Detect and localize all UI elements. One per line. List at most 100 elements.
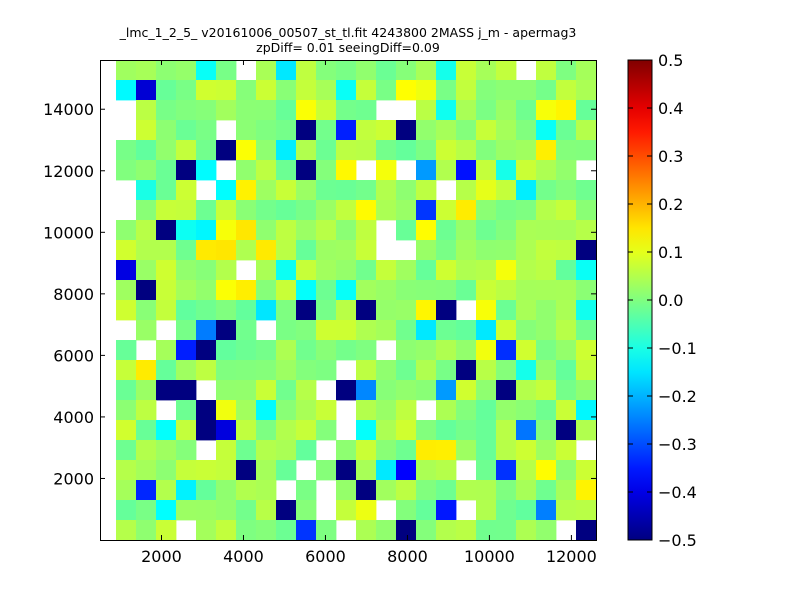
heatmap-cell <box>216 60 237 81</box>
heatmap-cell <box>556 400 577 421</box>
heatmap-cell <box>216 80 237 101</box>
heatmap-cell <box>236 180 257 201</box>
heatmap-cell <box>396 280 417 301</box>
heatmap-cell <box>476 360 497 381</box>
heatmap-cell <box>116 380 137 401</box>
heatmap-cell <box>276 380 297 401</box>
heatmap-cell <box>196 240 217 261</box>
heatmap-cell <box>396 140 417 161</box>
heatmap-cell <box>496 420 517 441</box>
heatmap-cell <box>136 240 157 261</box>
heatmap-cell <box>376 460 397 481</box>
heatmap-cell <box>356 80 377 101</box>
heatmap-cell <box>236 200 257 221</box>
plot-frame <box>100 60 597 541</box>
heatmap-cell <box>516 380 537 401</box>
heatmap-cell <box>256 200 277 221</box>
heatmap-cell <box>316 300 337 321</box>
heatmap-cell <box>376 280 397 301</box>
heatmap-cell <box>216 220 237 241</box>
heatmap-cell <box>496 140 517 161</box>
heatmap-cell <box>136 480 157 501</box>
heatmap-cell <box>436 100 457 121</box>
heatmap-cell <box>176 240 197 261</box>
heatmap-cell <box>456 520 477 541</box>
heatmap-cell <box>336 340 357 361</box>
heatmap-cell <box>136 140 157 161</box>
heatmap-cell <box>276 100 297 121</box>
heatmap-cell <box>116 520 137 541</box>
heatmap-cell <box>176 60 197 81</box>
heatmap-cell <box>556 120 577 141</box>
y-tick-label: 6000 <box>53 346 94 365</box>
heatmap-cell <box>256 400 277 421</box>
heatmap-cell <box>436 60 457 81</box>
heatmap-cell <box>316 340 337 361</box>
heatmap-cell <box>216 280 237 301</box>
y-tick-label: 14000 <box>43 100 94 119</box>
heatmap-cell <box>416 280 437 301</box>
heatmap-cell <box>216 100 237 121</box>
x-tick-label: 4000 <box>223 547 264 566</box>
heatmap-cell <box>436 120 457 141</box>
heatmap-cell <box>116 280 137 301</box>
heatmap-cell <box>356 360 377 381</box>
x-tick-label: 8000 <box>387 547 428 566</box>
heatmap-cell <box>156 140 177 161</box>
heatmap-cell <box>496 220 517 241</box>
heatmap-cell <box>256 460 277 481</box>
heatmap-cell <box>456 240 477 261</box>
heatmap-cell <box>376 160 397 181</box>
y-tick-label: 12000 <box>43 162 94 181</box>
heatmap-cell <box>196 200 217 221</box>
heatmap-cell <box>356 100 377 121</box>
heatmap-cell <box>376 520 397 541</box>
heatmap-cell <box>496 520 517 541</box>
heatmap-cell <box>476 200 497 221</box>
heatmap-cell <box>256 360 277 381</box>
heatmap-cell <box>156 500 177 521</box>
heatmap-cell <box>516 400 537 421</box>
heatmap-cell <box>356 180 377 201</box>
heatmap-cell <box>576 260 597 281</box>
heatmap-cell <box>356 260 377 281</box>
heatmap-cell <box>516 460 537 481</box>
heatmap-cell <box>136 200 157 221</box>
heatmap-cell <box>276 420 297 441</box>
heatmap-cell <box>156 100 177 121</box>
heatmap-cell <box>376 400 397 421</box>
y-tick-label: 4000 <box>53 408 94 427</box>
heatmap-cell <box>536 220 557 241</box>
heatmap-cell <box>136 120 157 141</box>
heatmap-cell <box>216 140 237 161</box>
heatmap-cell <box>476 220 497 241</box>
heatmap-cell <box>116 340 137 361</box>
heatmap-cell <box>136 500 157 521</box>
heatmap-cell <box>156 460 177 481</box>
heatmap-cell <box>456 160 477 181</box>
heatmap-cell <box>516 320 537 341</box>
heatmap-cell <box>196 500 217 521</box>
heatmap-cell <box>156 300 177 321</box>
heatmap-cell <box>416 140 437 161</box>
heatmap-cell <box>476 60 497 81</box>
heatmap-cell <box>556 220 577 241</box>
heatmap-cell <box>116 260 137 281</box>
heatmap-cell <box>476 460 497 481</box>
heatmap-cell <box>136 420 157 441</box>
heatmap-cell <box>456 140 477 161</box>
heatmap-cell <box>416 60 437 81</box>
heatmap-cell <box>476 340 497 361</box>
heatmap-cell <box>176 500 197 521</box>
heatmap-cell <box>396 120 417 141</box>
heatmap-cell <box>556 100 577 121</box>
colorbar-tick-label: 0.5 <box>658 51 683 70</box>
heatmap-cell <box>416 380 437 401</box>
heatmap-cell <box>416 520 437 541</box>
heatmap-cell <box>376 320 397 341</box>
heatmap-cell <box>216 260 237 281</box>
heatmap-cell <box>356 400 377 421</box>
heatmap-cell <box>136 60 157 81</box>
x-tick-label: 2000 <box>141 547 182 566</box>
